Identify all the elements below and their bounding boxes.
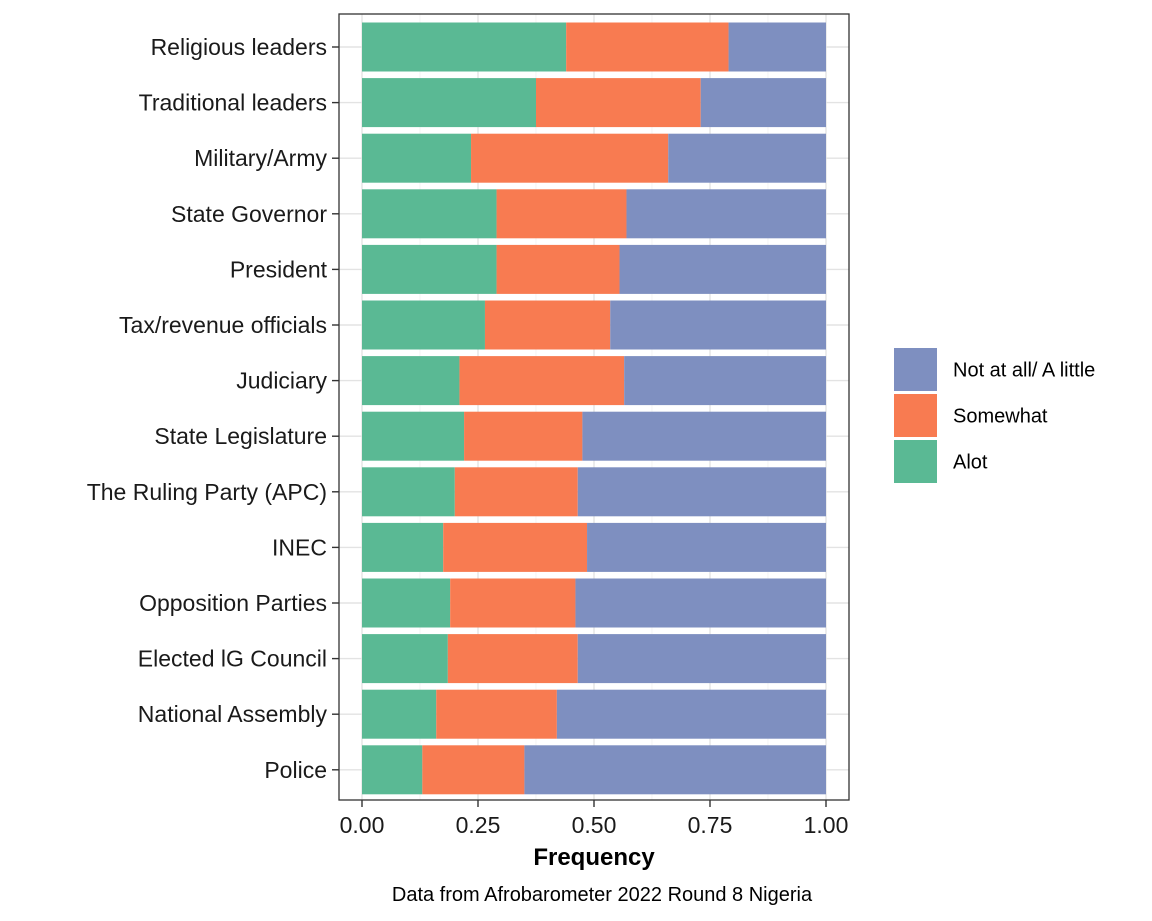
bar-segment-alot [362,356,460,406]
bar-segment-not-at-all-a-little [668,133,826,183]
bar-segment-not-at-all-a-little [626,189,826,239]
bar-segment-somewhat [566,22,729,72]
legend-label: Somewhat [953,406,1048,428]
legend-key [894,394,937,437]
bar-segment-not-at-all-a-little [582,411,826,461]
bar-segment-not-at-all-a-little [624,356,826,406]
bar-segment-somewhat [484,300,611,350]
legend-label: Not at all/ A little [953,360,1095,382]
x-axis: 0.00 0.25 0.50 0.75 1.00 [340,800,849,838]
y-tick-label: The Ruling Party (APC) [87,479,327,505]
y-tick-label: Military/Army [194,145,327,171]
bar-segment-alot [362,689,437,739]
bar-segment-somewhat [471,133,669,183]
x-tick-label: 0.75 [688,812,733,838]
bar-segment-alot [362,578,451,628]
bar-segment-somewhat [443,522,588,572]
y-tick-label: State Legislature [154,423,327,449]
bar-segment-not-at-all-a-little [575,578,826,628]
x-tick-label: 1.00 [804,812,849,838]
bar-segment-not-at-all-a-little [524,745,826,795]
bar-segment-not-at-all-a-little [556,689,826,739]
y-tick-label: President [230,256,328,282]
bar-segment-alot [362,745,423,795]
bar-segment-somewhat [536,78,701,128]
bar-segment-alot [362,467,455,517]
bar-segment-alot [362,189,497,239]
bar-segment-not-at-all-a-little [577,467,826,517]
y-tick-label: Elected lG Council [138,646,327,672]
y-tick-label: Tax/revenue officials [119,312,327,338]
legend-key [894,348,937,391]
y-axis: Religious leaders Traditional leaders Mili… [87,34,339,783]
bar-segment-alot [362,78,536,128]
bar-segment-somewhat [436,689,557,739]
y-tick-label: Opposition Parties [139,590,327,616]
bar-segment-not-at-all-a-little [728,22,826,72]
legend-key [894,440,937,483]
bar-segment-somewhat [422,745,525,795]
bar-segment-somewhat [454,467,578,517]
y-tick-label: Judiciary [236,368,327,394]
x-tick-label: 0.25 [456,812,501,838]
bar-segment-alot [362,411,465,461]
x-tick-label: 0.50 [572,812,617,838]
x-tick-label: 0.00 [340,812,385,838]
y-tick-label: Police [264,757,327,783]
bar-segment-not-at-all-a-little [619,244,826,294]
bar-segment-not-at-all-a-little [577,634,826,684]
x-axis-title: Frequency [533,844,655,871]
chart-caption: Data from Afrobarometer 2022 Round 8 Nig… [392,884,813,906]
y-tick-label: Religious leaders [151,34,327,60]
legend: Not at all/ A little Somewhat Alot [894,348,1095,483]
bar-segment-alot [362,522,444,572]
y-tick-label: INEC [272,534,327,560]
bar-segment-alot [362,300,485,350]
bar-segment-somewhat [459,356,625,406]
legend-label: Alot [953,452,988,474]
bar-segment-somewhat [464,411,583,461]
bar-segment-somewhat [450,578,576,628]
bar-segment-somewhat [447,634,578,684]
bar-segment-alot [362,244,497,294]
bar-segment-not-at-all-a-little [700,78,826,128]
bar-segment-not-at-all-a-little [610,300,826,350]
bar-segment-somewhat [496,244,620,294]
bar-segment-somewhat [496,189,627,239]
bars [362,22,826,795]
y-tick-label: Traditional leaders [139,90,327,116]
y-tick-label: National Assembly [138,701,328,727]
y-tick-label: State Governor [171,201,327,227]
bar-segment-alot [362,22,567,72]
bar-segment-not-at-all-a-little [587,522,826,572]
bar-segment-alot [362,634,448,684]
bar-segment-alot [362,133,472,183]
